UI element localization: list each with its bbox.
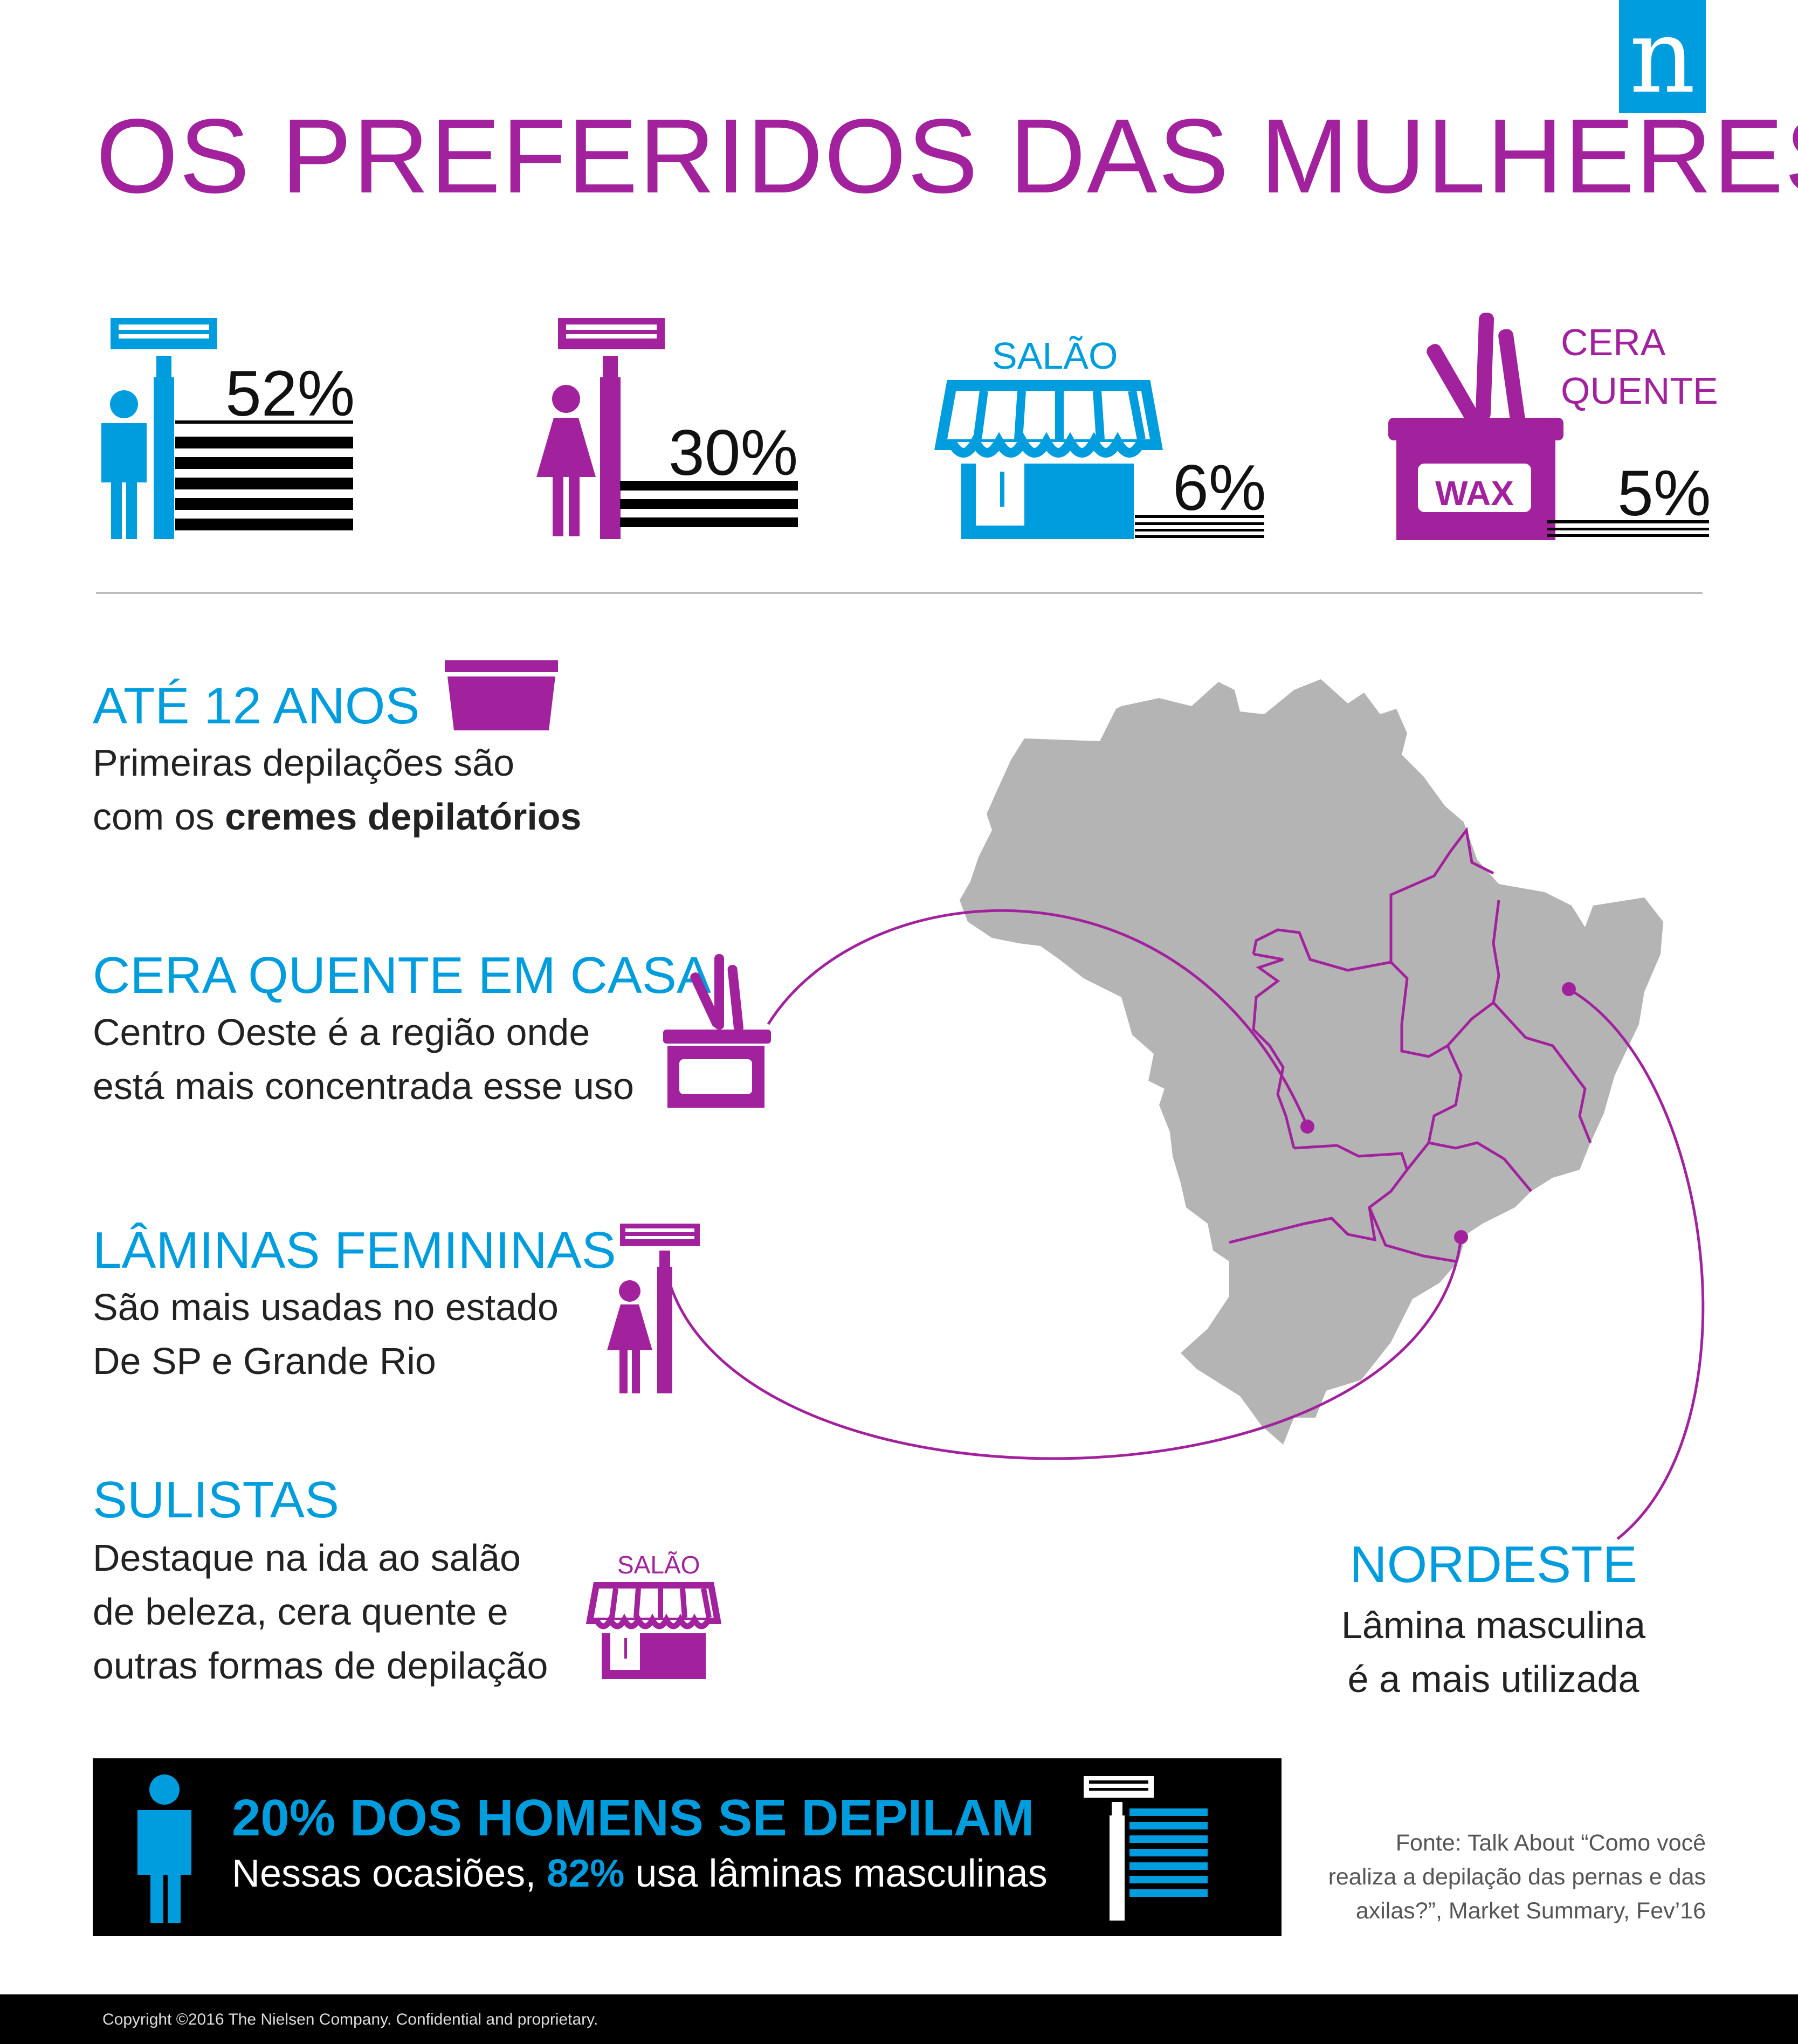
section-hot-wax-line1: Centro Oeste é a região onde — [93, 1011, 590, 1053]
section-south-line1: Destaque na ida ao salão — [93, 1537, 521, 1579]
stat-women-razor-value: 30% — [669, 417, 798, 489]
section-female-blades-line1: São mais usadas no estado — [93, 1286, 559, 1328]
source-line3: axilas?”, Market Summary, Fev’16 — [1355, 1898, 1706, 1924]
section-age-line2-bold: cremes depilatórios — [225, 796, 582, 838]
section-south-line2: de beleza, cera quente e — [93, 1591, 508, 1633]
salon-store-icon — [934, 380, 1163, 539]
nielsen-logo: n — [1619, 0, 1706, 113]
male-razor-stat-icon — [101, 318, 217, 539]
wax-box-text: WAX — [1435, 474, 1514, 513]
section-heading-age: ATÉ 12 ANOS — [93, 677, 420, 735]
bars-30-icon — [620, 481, 798, 527]
source-line2: realiza a depilação das pernas e das — [1328, 1864, 1706, 1890]
section-body-age: Primeiras depilações são com os cremes d… — [93, 736, 581, 844]
banner-body: Nessas ocasiões, 82% usa lâminas masculi… — [232, 1854, 1048, 1893]
nordeste-heading: NORDESTE — [1349, 1536, 1637, 1593]
hot-wax-label-line2: QUENTE — [1561, 370, 1718, 412]
men-banner — [93, 1758, 1282, 1936]
small-salon-store-icon — [585, 1582, 722, 1679]
stat-salon-value: 6% — [1173, 452, 1266, 524]
section-body-hot-wax: Centro Oeste é a região onde está mais c… — [93, 1005, 634, 1113]
banner-body-percent: 82% — [547, 1852, 625, 1895]
bars-6-icon — [1135, 515, 1264, 538]
man-icon — [137, 1774, 191, 1923]
nordeste-line1: Lâmina masculina — [1341, 1604, 1646, 1646]
bars-5-icon — [1547, 520, 1709, 537]
section-heading-female-blades: LÂMINAS FEMININAS — [93, 1221, 616, 1279]
section-hot-wax-line2: está mais concentrada esse uso — [93, 1065, 634, 1107]
banner-body-prefix: Nessas ocasiões, — [232, 1852, 547, 1895]
page-title: OS PREFERIDOS DAS MULHERES — [96, 97, 1798, 215]
section-age-line2: com os cremes depilatórios — [93, 790, 581, 844]
brazil-map — [960, 679, 1663, 1445]
small-salon-label: SALÃO — [617, 1551, 700, 1579]
stat-wax-value: 5% — [1617, 457, 1711, 529]
section-female-blades-line2: De SP e Grande Rio — [93, 1340, 436, 1382]
hot-wax-label-line1: CERA — [1561, 321, 1666, 363]
stat-men-razor-value: 52% — [225, 357, 355, 430]
section-heading-hot-wax: CERA QUENTE EM CASA — [93, 947, 711, 1004]
section-south-line3: outras formas de depilação — [93, 1645, 548, 1687]
copyright-text: Copyright ©2016 The Nielsen Company. Con… — [102, 2011, 598, 2028]
source-line1: Fonte: Talk About “Como você — [1395, 1830, 1706, 1856]
section-body-south: Destaque na ida ao salão de beleza, cera… — [93, 1531, 548, 1693]
banner-razor-bars-icon — [1084, 1776, 1208, 1921]
section-divider — [96, 592, 1703, 594]
small-female-razor-icon — [607, 1224, 700, 1393]
nordeste-callout: NORDESTE Lâmina masculina é a mais utili… — [1283, 1539, 1704, 1706]
source-note: Fonte: Talk About “Como você realiza a d… — [1283, 1826, 1706, 1928]
bars-52-icon — [175, 420, 353, 530]
female-razor-stat-icon — [536, 318, 665, 539]
footer-bar — [0, 1994, 1798, 2044]
salon-label: SALÃO — [992, 335, 1118, 377]
section-age-line2-prefix: com os — [93, 796, 225, 838]
cream-jar-icon — [445, 660, 558, 730]
nordeste-line2: é a mais utilizada — [1347, 1658, 1639, 1700]
wax-pot-icon — [1388, 312, 1563, 540]
section-body-female-blades: São mais usadas no estado De SP e Grande… — [93, 1280, 559, 1388]
section-heading-south: SULISTAS — [93, 1471, 340, 1529]
banner-heading: 20% DOS HOMENS SE DEPILAM — [232, 1789, 1035, 1847]
hot-wax-label: CERA QUENTE — [1561, 318, 1718, 415]
section-age-line1: Primeiras depilações são — [93, 742, 515, 784]
banner-body-suffix: usa lâminas masculinas — [624, 1852, 1048, 1895]
small-wax-pot-icon — [663, 954, 771, 1108]
